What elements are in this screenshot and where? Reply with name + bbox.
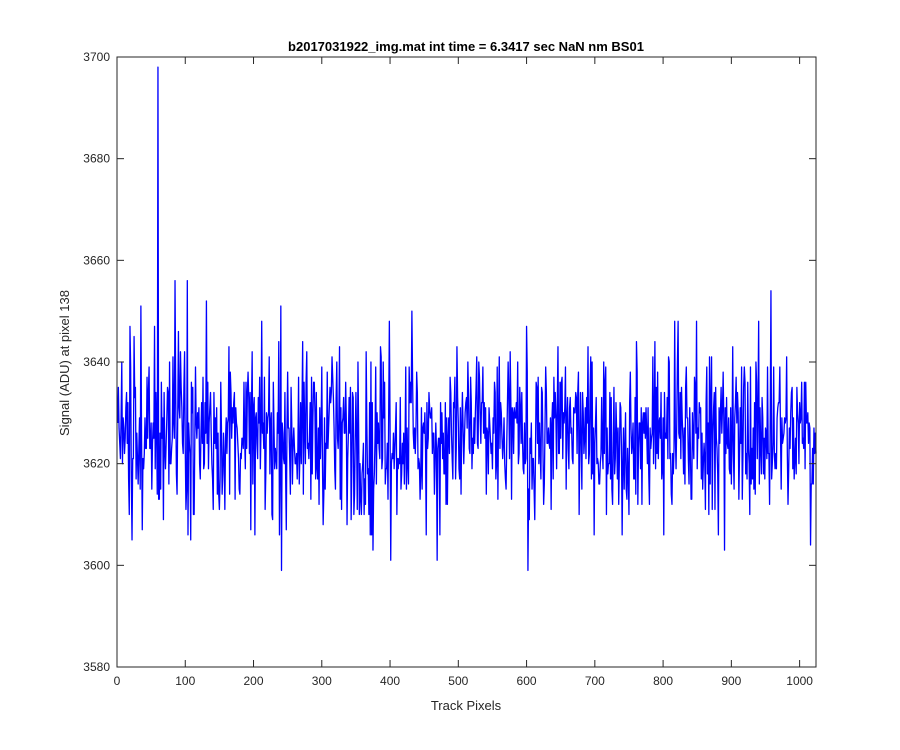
y-axis-label: Signal (ADU) at pixel 138 xyxy=(57,290,72,436)
x-axis-label: Track Pixels xyxy=(431,698,502,713)
x-tick-label: 200 xyxy=(244,674,264,688)
x-tick-label: 700 xyxy=(585,674,605,688)
y-tick-label: 3620 xyxy=(83,457,110,471)
y-tick-label: 3600 xyxy=(83,558,110,572)
data-line-group xyxy=(117,66,817,572)
x-tick-label: 300 xyxy=(312,674,332,688)
y-tick-label: 3680 xyxy=(83,152,110,166)
y-tick-label: 3580 xyxy=(83,660,110,674)
x-tick-label: 1000 xyxy=(786,674,813,688)
x-tick-label: 900 xyxy=(721,674,741,688)
x-tick-label: 500 xyxy=(448,674,468,688)
axes-group: 0 100 200 300 400 500 600 700 800 900 1000 3580 3600… xyxy=(83,50,817,688)
x-tick-label: 0 xyxy=(114,674,121,688)
x-tick-label: 800 xyxy=(653,674,673,688)
x-tick-label: 100 xyxy=(175,674,195,688)
y-tick-label: 3700 xyxy=(83,50,110,64)
x-tick-label: 600 xyxy=(517,674,537,688)
y-tick-label: 3660 xyxy=(83,253,110,267)
y-tick-label: 3640 xyxy=(83,355,110,369)
x-tick-label: 400 xyxy=(380,674,400,688)
signal-series-line xyxy=(117,66,817,572)
chart-title: b2017031922_img.mat int time = 6.3417 se… xyxy=(288,39,644,54)
